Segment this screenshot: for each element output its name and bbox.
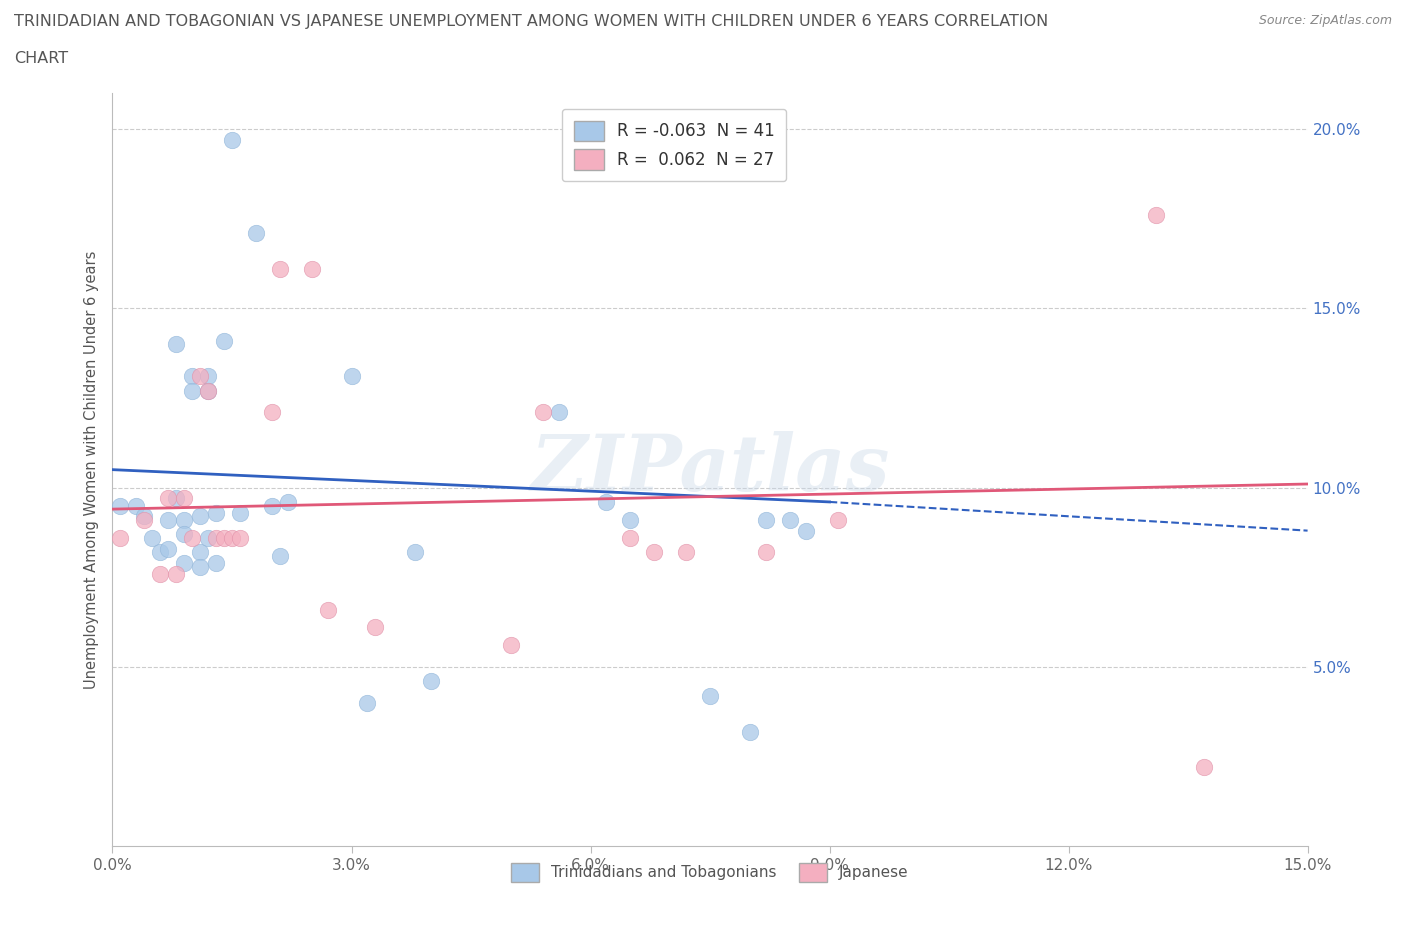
Point [595,495,617,510]
Point [157,512,180,527]
Point [675,545,697,560]
Point [1192,760,1215,775]
Point [188,545,211,560]
Point [197,369,219,384]
Point [499,638,522,653]
Point [531,405,554,419]
Point [188,369,211,384]
Point [181,383,204,398]
Point [125,498,148,513]
Point [212,333,235,348]
Point [260,498,283,513]
Text: Source: ZipAtlas.com: Source: ZipAtlas.com [1258,14,1392,27]
Point [173,526,195,541]
Point [197,530,219,545]
Legend: Trinidadians and Tobagonians, Japanese: Trinidadians and Tobagonians, Japanese [505,857,915,887]
Point [301,261,323,276]
Point [619,512,641,527]
Point [197,383,219,398]
Point [149,545,172,560]
Point [794,524,817,538]
Point [157,541,180,556]
Point [188,559,211,574]
Point [141,530,163,545]
Text: ZIPatlas: ZIPatlas [530,432,890,508]
Point [134,512,156,527]
Point [643,545,665,560]
Point [340,369,363,384]
Point [277,495,299,510]
Y-axis label: Unemployment Among Women with Children Under 6 years: Unemployment Among Women with Children U… [84,250,100,689]
Point [188,509,211,524]
Point [245,225,267,240]
Point [173,512,195,527]
Point [547,405,569,419]
Point [173,555,195,570]
Point [149,566,172,581]
Point [173,491,195,506]
Point [1144,207,1167,222]
Point [755,545,778,560]
Point [269,261,291,276]
Point [205,555,228,570]
Point [197,383,219,398]
Point [699,688,721,703]
Point [316,602,339,617]
Point [165,491,187,506]
Point [269,549,291,564]
Text: TRINIDADIAN AND TOBAGONIAN VS JAPANESE UNEMPLOYMENT AMONG WOMEN WITH CHILDREN UN: TRINIDADIAN AND TOBAGONIAN VS JAPANESE U… [14,14,1049,29]
Point [229,530,252,545]
Point [779,512,801,527]
Point [110,498,132,513]
Point [738,724,761,739]
Point [110,530,132,545]
Point [205,505,228,520]
Point [212,530,235,545]
Point [420,674,443,689]
Point [221,132,243,147]
Point [356,696,378,711]
Point [181,369,204,384]
Point [755,512,778,527]
Point [157,491,180,506]
Point [260,405,283,419]
Point [364,620,387,635]
Point [827,512,849,527]
Point [134,509,156,524]
Text: CHART: CHART [14,51,67,66]
Point [221,530,243,545]
Point [181,530,204,545]
Point [165,566,187,581]
Point [404,545,426,560]
Point [619,530,641,545]
Point [229,505,252,520]
Point [205,530,228,545]
Point [165,337,187,352]
